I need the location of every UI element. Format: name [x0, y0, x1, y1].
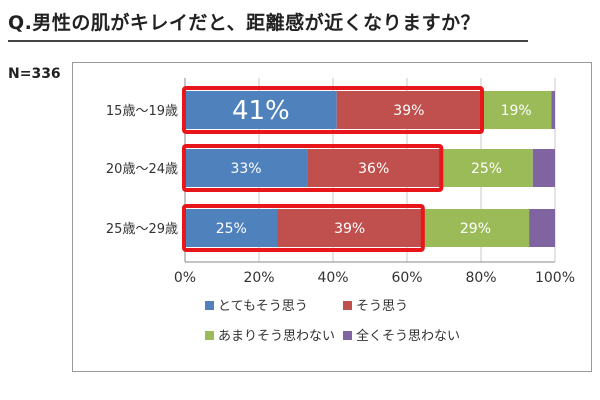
bar-segment: [551, 91, 555, 129]
bar-segment: [277, 209, 422, 247]
bar-segment: [532, 149, 555, 187]
legend-label: そう思う: [356, 299, 408, 314]
data-label: 33%: [230, 161, 261, 177]
data-label: 25%: [471, 161, 502, 177]
sample-size-label: N=336: [8, 66, 61, 82]
legend-swatch: [343, 301, 352, 310]
category-label: 25歳～29歳: [106, 222, 178, 237]
title-underline: [8, 40, 528, 42]
data-label: 25%: [216, 221, 247, 237]
legend-label: 全くそう思わない: [356, 328, 460, 344]
legend-label: とてもそう思う: [218, 299, 308, 314]
data-label: 29%: [460, 221, 491, 237]
legend-swatch: [343, 331, 352, 340]
x-tick-label: 40%: [317, 270, 348, 286]
bar-segment: [529, 209, 555, 247]
data-label: 39%: [393, 103, 424, 119]
x-tick-label: 0%: [174, 270, 196, 286]
question-title: Q.男性の肌がキレイだと、距離感が近くなりますか？: [8, 12, 481, 34]
highlight-frame: [182, 86, 484, 134]
bar-segment: [440, 149, 533, 187]
bar-segment: [421, 209, 530, 247]
data-label: 36%: [358, 161, 389, 177]
bar-segment: [307, 149, 441, 187]
data-label: 41%: [232, 96, 290, 126]
legend-swatch: [205, 331, 214, 340]
bar-segment: [336, 91, 481, 129]
x-tick-label: 100%: [535, 270, 575, 286]
data-label: 19%: [501, 103, 532, 119]
highlight-frame: [182, 204, 425, 252]
x-tick-label: 60%: [391, 270, 422, 286]
bar-segment: [185, 209, 278, 247]
x-tick-label: 20%: [243, 270, 274, 286]
bar-segment: [185, 149, 308, 187]
legend-swatch: [205, 301, 214, 310]
bar-segment: [481, 91, 552, 129]
legend-label: あまりそう思わない: [218, 329, 335, 344]
data-label: 39%: [334, 221, 365, 237]
highlight-frame: [182, 144, 444, 192]
bar-segment: [185, 91, 337, 129]
category-label: 20歳～24歳: [106, 162, 178, 177]
x-tick-label: 80%: [465, 270, 496, 286]
category-label: 15歳～19歳: [106, 104, 178, 119]
